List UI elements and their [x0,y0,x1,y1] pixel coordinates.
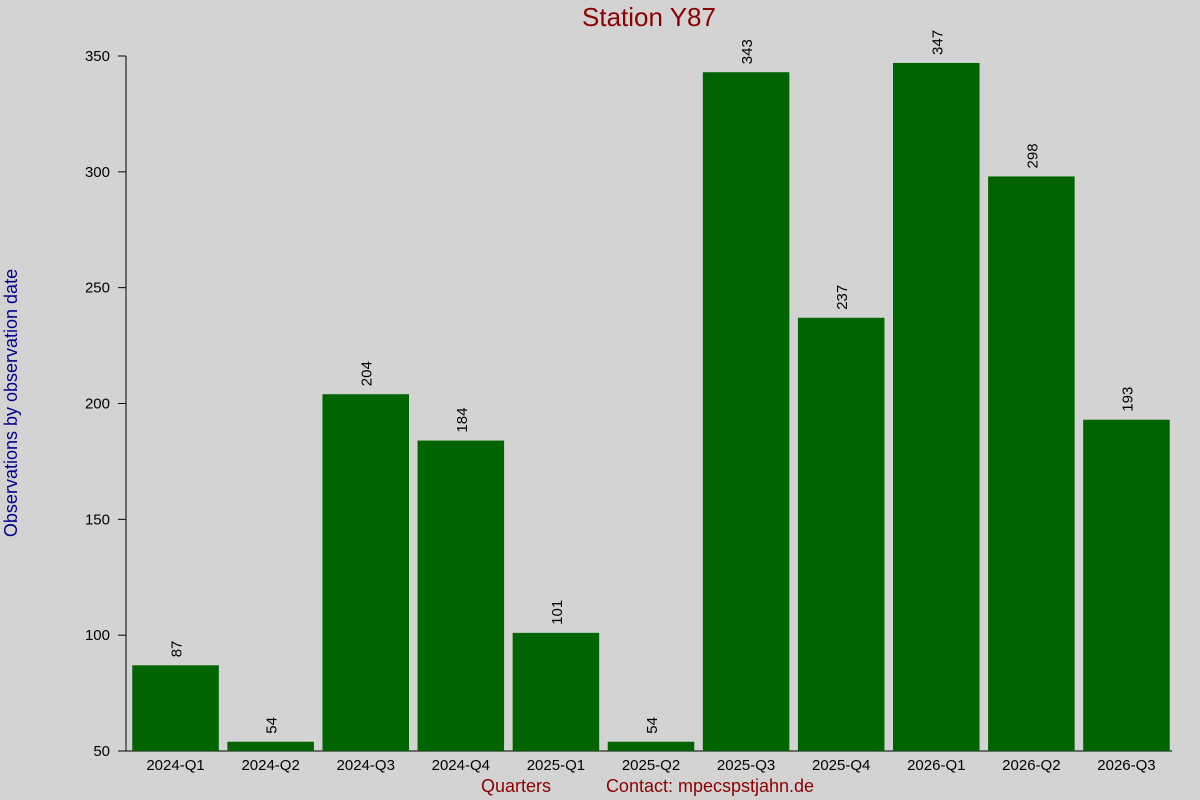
x-tick-label: 2024-Q2 [241,757,299,774]
footer: Contact: mpecspstjahn.de [606,776,814,796]
bar [417,440,505,751]
value-label: 184 [454,408,471,433]
value-label: 193 [1119,387,1136,412]
y-tick-label: 250 [85,280,110,297]
value-label: 204 [359,361,376,386]
x-tick-label: 2024-Q4 [432,757,490,774]
x-axis-title: Quarters [481,776,551,796]
bar [132,665,219,751]
bar [512,632,600,751]
x-tick-label: 2026-Q3 [1097,757,1155,774]
y-tick-label: 350 [85,48,110,65]
chart-title: Station Y87 [582,2,716,32]
bar [227,741,314,751]
x-tick-label: 2026-Q1 [907,757,965,774]
bar [988,176,1075,751]
x-tick-label: 2025-Q2 [622,757,680,774]
value-label: 101 [549,600,566,625]
x-tick-label: 2025-Q1 [527,757,585,774]
bar [893,62,980,751]
value-label: 54 [264,717,281,734]
bar [322,394,409,751]
x-tick-label: 2025-Q3 [717,757,775,774]
y-tick-label: 50 [93,743,110,760]
x-tick-label: 2024-Q3 [337,757,395,774]
value-label: 87 [169,641,186,658]
y-tick-label: 300 [85,164,110,181]
y-tick-label: 100 [85,627,110,644]
value-label: 343 [739,39,756,64]
bar [607,741,695,751]
x-tick-label: 2025-Q4 [812,757,870,774]
value-label: 54 [644,717,661,734]
y-axis-title: Observations by observation date [1,269,21,537]
bar [797,317,885,751]
value-label: 347 [929,30,946,55]
y-tick-label: 150 [85,511,110,528]
bar [702,72,790,751]
value-label: 298 [1024,143,1041,168]
bar [1083,419,1170,751]
value-label: 237 [834,285,851,310]
x-tick-label: 2026-Q2 [1002,757,1060,774]
x-tick-label: 2024-Q1 [146,757,204,774]
y-tick-label: 200 [85,396,110,413]
